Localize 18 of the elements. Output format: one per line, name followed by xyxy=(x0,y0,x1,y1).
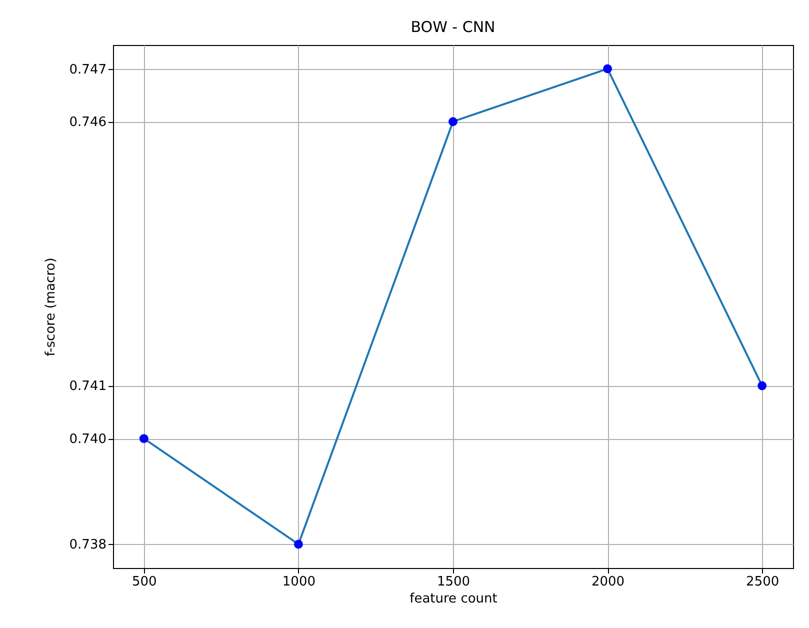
x-tick-label: 2000 xyxy=(592,574,625,590)
y-tick-label: 0.738 xyxy=(69,538,106,553)
chart-title: BOW - CNN xyxy=(410,18,496,36)
x-tick-label: 1500 xyxy=(436,574,470,590)
x-tick-label: 2500 xyxy=(746,574,780,590)
x-tick-label: 1000 xyxy=(282,574,316,590)
y-tick-label: 0.740 xyxy=(69,432,106,448)
y-tick-label: 0.741 xyxy=(69,379,106,394)
point xyxy=(448,117,458,126)
y-tick-label: 0.746 xyxy=(69,115,106,130)
point xyxy=(603,64,612,74)
y-tick-label: 0.747 xyxy=(69,62,106,78)
x-tick-label: 500 xyxy=(132,574,157,590)
point xyxy=(294,540,303,549)
y-axis-title: f-score (macro) xyxy=(43,258,58,356)
point xyxy=(139,434,148,444)
point xyxy=(758,381,767,390)
x-axis-title: feature count xyxy=(410,592,498,606)
